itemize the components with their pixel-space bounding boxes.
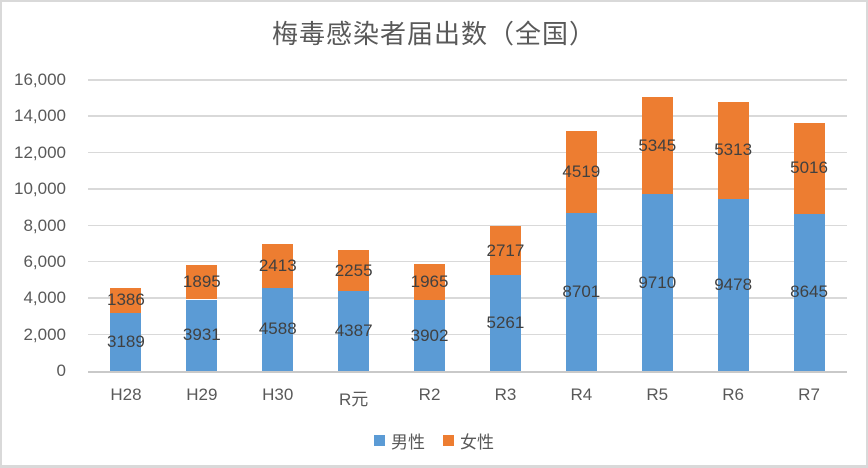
data-label-male: 8701 — [562, 281, 601, 301]
data-label-female: 5016 — [790, 158, 828, 178]
chart-title: 梅毒感染者届出数（全国） — [271, 19, 596, 49]
y-axis-tick-label: 6,000 — [23, 251, 66, 271]
bar-segment-female — [565, 130, 597, 213]
bar-segment-female — [110, 287, 142, 313]
data-label-male: 4588 — [258, 319, 297, 339]
y-axis-tick-label: 14,000 — [14, 106, 66, 126]
data-label-male: 9710 — [638, 272, 677, 292]
bar-segment-male — [110, 313, 142, 371]
bar-segment-male — [262, 287, 294, 371]
data-label-male: 8645 — [790, 282, 828, 302]
bar-segment-female — [489, 225, 521, 276]
y-axis-tick-label: 2,000 — [23, 324, 66, 344]
gridline — [88, 333, 847, 336]
x-axis-tick-label: R6 — [722, 385, 745, 404]
y-axis-tick-label: 16,000 — [14, 70, 66, 89]
bar-segment-male — [717, 198, 749, 371]
gridline — [88, 79, 847, 81]
x-axis-tick-label: R元 — [339, 390, 369, 409]
gridline — [88, 188, 847, 190]
x-axis-tick-label: R4 — [570, 385, 593, 404]
legend: 男性 女性 — [2, 428, 866, 453]
data-label-male: 4387 — [334, 321, 373, 341]
y-axis-tick-label: 12,000 — [14, 142, 66, 162]
bar-segment-female — [262, 243, 294, 288]
bar-segment-male — [186, 299, 218, 371]
legend-label-female: 女性 — [460, 433, 494, 452]
data-label-female: 1386 — [107, 290, 145, 310]
data-label-male: 5261 — [486, 313, 525, 333]
y-axis-tick-label: 4,000 — [23, 288, 66, 308]
bar-segment-male — [414, 300, 446, 371]
bar-segment-male — [338, 291, 370, 371]
data-label-female: 1965 — [410, 272, 449, 292]
data-label-male: 3902 — [410, 325, 449, 345]
x-axis-tick-label: H28 — [110, 385, 142, 404]
data-label-female: 1895 — [182, 272, 221, 292]
legend-swatch-female — [443, 435, 454, 446]
gridline — [88, 115, 847, 117]
x-axis-tick-label: H29 — [186, 385, 218, 404]
bar-segment-female — [641, 97, 673, 195]
legend-swatch-male — [374, 435, 385, 446]
y-axis-tick-label: 10,000 — [14, 179, 66, 199]
gridline — [88, 297, 847, 299]
data-label-male: 3931 — [182, 325, 221, 345]
data-label-female: 5313 — [714, 140, 753, 160]
bar-segment-male — [565, 212, 597, 371]
data-label-male: 9478 — [714, 274, 753, 294]
bar-segment-female — [717, 101, 749, 199]
x-axis-tick-label: H30 — [262, 385, 294, 404]
bar-segment-female — [186, 265, 218, 300]
bar-segment-male — [489, 275, 521, 371]
y-axis-tick-label: 8,000 — [23, 215, 66, 235]
data-label-female: 2255 — [334, 260, 373, 280]
legend-item-female: 女性 — [443, 428, 494, 453]
bar-segment-male — [641, 194, 673, 371]
data-label-male: 3189 — [107, 332, 145, 351]
x-axis-tick-label: R3 — [494, 385, 517, 404]
bar-segment-female — [414, 264, 446, 301]
gridline — [88, 260, 847, 263]
y-axis-tick-label: 0 — [56, 361, 66, 380]
bar-segment-female — [338, 250, 370, 292]
x-axis-tick-label: R2 — [418, 385, 441, 404]
data-label-female: 2413 — [258, 255, 297, 275]
data-label-female: 5345 — [638, 135, 677, 155]
x-axis-tick-label: R7 — [798, 385, 820, 404]
legend-label-male: 男性 — [391, 433, 425, 452]
bar-segment-female — [793, 122, 825, 214]
data-label-female: 4519 — [562, 161, 601, 181]
gridline — [88, 224, 847, 226]
data-label-female: 2717 — [486, 240, 525, 260]
gridline — [88, 151, 847, 154]
bar-segment-male — [793, 213, 825, 371]
x-axis-tick-label: R5 — [646, 385, 669, 404]
x-axis-line — [88, 371, 847, 373]
legend-item-male: 男性 — [374, 428, 425, 453]
